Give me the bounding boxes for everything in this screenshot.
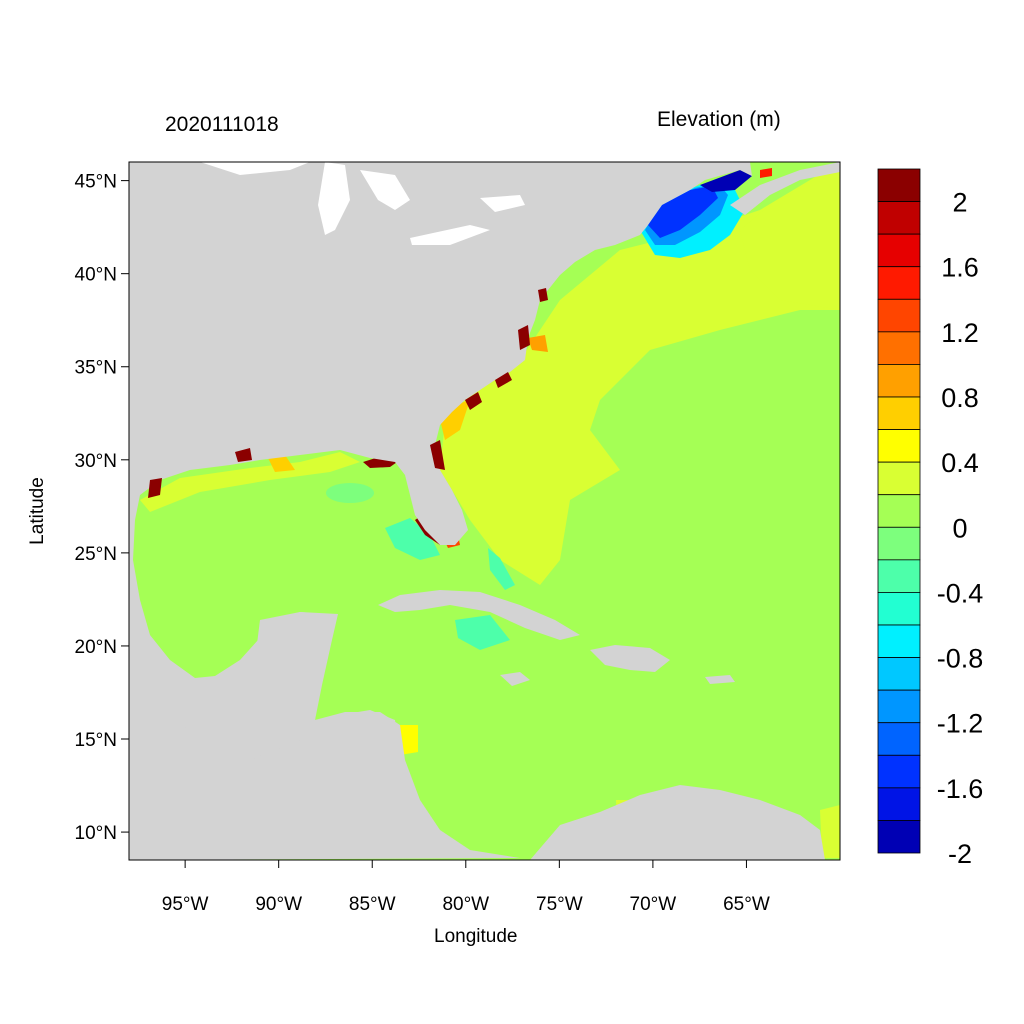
colorbar-label: 0.8: [941, 383, 979, 413]
nova-scotia: [730, 162, 840, 215]
colorbar-swatch: [877, 233, 921, 268]
colorbar-label: -0.8: [937, 644, 984, 674]
great-lakes: [200, 162, 525, 245]
colorbar-swatch: [877, 201, 921, 235]
lake-michigan: [318, 162, 350, 235]
colorbar-swatch: [877, 559, 921, 593]
map-frame: [128, 161, 841, 861]
cuba: [378, 590, 580, 640]
colorbar-label: -1.2: [937, 709, 984, 739]
y-tick-label: 45°N: [75, 172, 117, 193]
colorbar: 2 1.6 1.2 0.8 0.4 0 -0.4 -0.8 -1.2 -1.6 -2: [877, 168, 984, 869]
colorbar-swatch: [877, 168, 921, 202]
colorbar-swatch: [877, 461, 921, 496]
x-tick-label: 95°W: [162, 894, 209, 915]
colorbar-swatch: [877, 657, 921, 691]
x-axis-title: Longitude: [434, 926, 518, 947]
x-tick-label: 65°W: [723, 894, 770, 915]
lake-erie: [410, 225, 490, 245]
colorbar-swatch: [877, 754, 921, 789]
hispaniola: [590, 645, 670, 672]
colorbar-swatch: [877, 266, 921, 300]
y-tick-label: 40°N: [75, 265, 117, 286]
colorbar-label: 1.6: [941, 253, 979, 283]
colorbar-swatch: [877, 722, 921, 756]
variable-title: Elevation (m): [657, 108, 781, 131]
lake-superior: [200, 162, 310, 175]
colorbar-label: -2: [948, 839, 972, 869]
northeast-negative-3: [648, 186, 718, 238]
gulf-depression-1: [326, 483, 374, 503]
colorbar-label: 2: [952, 188, 967, 218]
jamaica: [500, 672, 530, 686]
x-tick-label: 85°W: [349, 894, 396, 915]
colorbar-label: -1.6: [937, 774, 984, 804]
y-tick-label: 25°N: [75, 544, 117, 565]
valid-time-title: 2020111018: [165, 113, 279, 136]
colorbar-swatch: [877, 526, 921, 561]
colorbar-label: -0.4: [937, 578, 984, 608]
louisiana-surge: [268, 455, 295, 472]
colorbar-swatch: [877, 689, 921, 724]
puerto-rico: [705, 675, 735, 684]
colorbar-swatch: [877, 820, 921, 854]
cuba-south-depression: [455, 615, 510, 650]
x-tick-label: 90°W: [255, 894, 302, 915]
y-tick-label: 35°N: [75, 358, 117, 379]
florida-bay-depression: [385, 518, 440, 560]
y-tick-label: 10°N: [75, 823, 117, 844]
colorbar-swatch: [877, 396, 921, 430]
x-tick-label: 70°W: [630, 894, 677, 915]
colorbar-swatch: [877, 331, 921, 365]
georgia-surge: [440, 400, 470, 440]
y-tick-label: 30°N: [75, 451, 117, 472]
colorbar-swatch: [877, 429, 921, 463]
coastal-surge-speckles: [148, 168, 772, 498]
y-tick-label: 20°N: [75, 637, 117, 658]
colorbar-swatch: [877, 592, 921, 626]
central-america: [129, 712, 520, 860]
colorbar-swatch: [877, 298, 921, 333]
map-plot-area: [129, 162, 840, 860]
colorbar-swatch: [877, 787, 921, 821]
northeast-negative-4: [700, 170, 752, 192]
yucatan: [255, 612, 338, 720]
map-ticks: 95°W 90°W 85°W 80°W 75°W 70°W 65°W 45°N 40°N 35°N…: [75, 172, 770, 915]
lake-ontario: [480, 195, 525, 212]
colorbar-swatch: [877, 624, 921, 658]
land-masses: [129, 162, 840, 860]
bahamas-depression: [488, 548, 515, 590]
pamlico-surge: [528, 335, 548, 352]
y-axis-title: Latitude: [27, 477, 48, 545]
east-caribbean-zone: [820, 805, 840, 858]
lake-huron: [360, 170, 410, 210]
atlantic-surge-zone: [440, 162, 840, 585]
y-tick-label: 15°N: [75, 730, 117, 751]
colorbar-label: 0.4: [941, 448, 979, 478]
x-tick-label: 75°W: [536, 894, 583, 915]
colorbar-swatch: [877, 364, 921, 398]
colorbar-label: 0: [952, 513, 967, 543]
south-america: [530, 785, 825, 860]
gulf-of-maine-offshore: [740, 165, 840, 310]
gulf-coast-surge: [140, 452, 360, 512]
colorbar-label: 1.2: [941, 318, 979, 348]
colorbar-swatch: [877, 494, 921, 528]
x-tick-label: 80°W: [442, 894, 489, 915]
